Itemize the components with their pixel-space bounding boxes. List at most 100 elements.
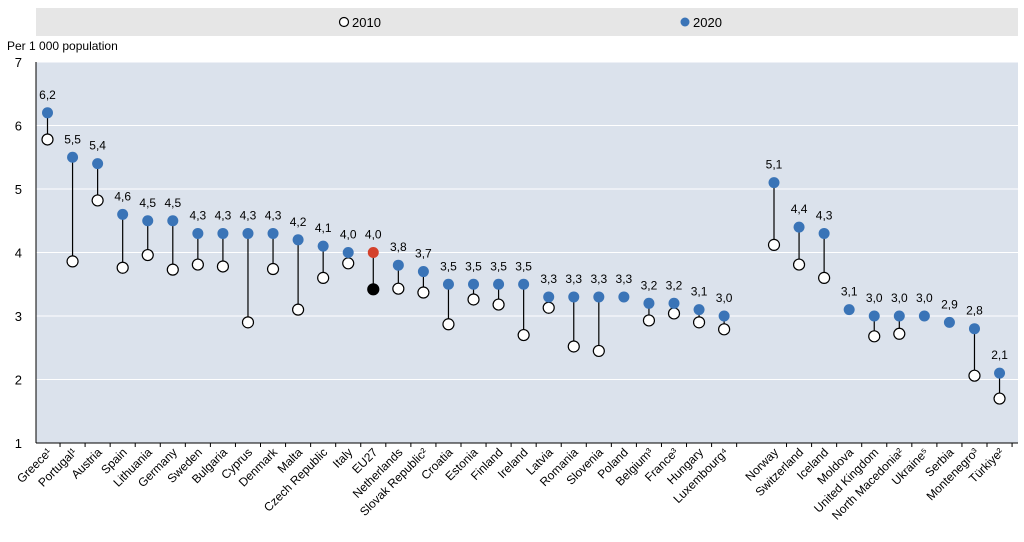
data-label: 3,5 [490,259,507,273]
data-label: 4,3 [190,208,207,222]
data-label: 3,0 [866,291,883,305]
point-2020 [417,266,429,278]
point-2020 [693,304,705,316]
point-2010 [342,257,355,270]
point-2010 [191,258,204,271]
point-2020 [342,247,354,258]
point-2010 [542,301,555,314]
data-label: 2,1 [991,348,1008,362]
point-2020 [843,304,855,316]
point-2020 [142,215,154,227]
data-label: 3,3 [616,272,633,286]
point-2010 [467,293,480,306]
legend-label-2010: 2010 [352,15,381,30]
point-2010 [41,133,54,146]
point-2020 [868,310,880,322]
point-2020 [117,208,129,220]
data-label: 4,3 [265,208,282,222]
point-2010 [592,344,605,358]
data-label: 3,7 [415,247,432,261]
point-2020 [518,278,530,290]
point-2010 [893,327,906,340]
point-2020 [893,310,905,322]
data-label: 3,3 [540,272,557,286]
point-2020 [618,291,630,303]
point-2020 [818,227,830,239]
y-tick-label: 5 [15,182,22,197]
data-label: 3,2 [666,278,683,292]
point-2010 [116,261,129,274]
point-2010 [392,282,405,295]
point-2020 [568,291,580,303]
y-axis-label: Per 1 000 population [7,39,118,53]
y-tick-label: 6 [15,119,22,134]
data-label: 3,8 [390,240,407,254]
point-2020 [42,107,53,119]
point-2020 [468,278,480,290]
point-2020 [217,227,229,239]
legend-marker-2010 [338,16,350,28]
data-label: 3,3 [565,272,582,286]
data-label: 4,3 [240,208,257,222]
point-2020 [292,234,304,246]
point-2010 [968,369,981,382]
point-2010 [517,328,530,342]
point-2020 [317,240,329,252]
data-label: 3,0 [716,291,733,305]
point-2010 [692,316,706,329]
point-2020 [768,177,780,189]
point-2020 [793,221,805,233]
point-2010 [792,258,806,271]
point-2010 [642,314,656,327]
point-2020 [918,310,930,322]
point-2010 [66,255,79,268]
point-2010 [567,340,580,353]
data-label: 4,5 [164,196,181,210]
data-label: 3,0 [891,291,908,305]
point-2010 [292,303,305,316]
point-2010 [266,262,280,276]
point-2020 [92,158,104,170]
point-2010 [868,330,881,343]
point-2020 [718,310,730,322]
legend-band [36,8,1018,36]
y-tick-label: 2 [15,373,22,388]
data-label: 4,5 [139,196,156,210]
point-2010 [241,316,255,329]
point-2010 [216,260,230,273]
point-2010 [993,392,1006,405]
point-2020 [994,367,1006,379]
point-2020 [367,247,379,258]
data-label: 4,2 [290,215,307,229]
legend-label-2020: 2020 [693,15,722,30]
point-2010 [818,271,831,284]
data-label: 2,8 [966,304,983,318]
data-label: 3,5 [465,259,482,273]
data-label: 2,9 [941,297,958,311]
point-2020 [192,227,204,239]
y-tick-label: 7 [15,55,22,70]
data-label: 4,4 [791,202,808,216]
point-2010 [367,283,380,296]
y-tick-label: 1 [15,436,22,451]
point-2010 [91,194,104,207]
point-2010 [166,263,179,276]
data-label: 4,1 [315,221,332,235]
data-label: 5,5 [64,132,81,146]
data-label: 3,1 [691,285,708,299]
data-label: 5,1 [766,158,783,172]
point-2020 [242,227,254,239]
point-2020 [442,278,454,290]
data-label: 3,1 [841,285,858,299]
point-2020 [543,291,555,303]
point-2020 [67,151,79,163]
data-label: 4,0 [365,228,382,242]
y-tick-label: 4 [15,246,22,261]
point-2020 [643,297,655,309]
point-2020 [943,316,955,328]
data-label: 3,3 [590,272,607,286]
point-2010 [718,323,731,336]
point-2010 [141,248,154,262]
